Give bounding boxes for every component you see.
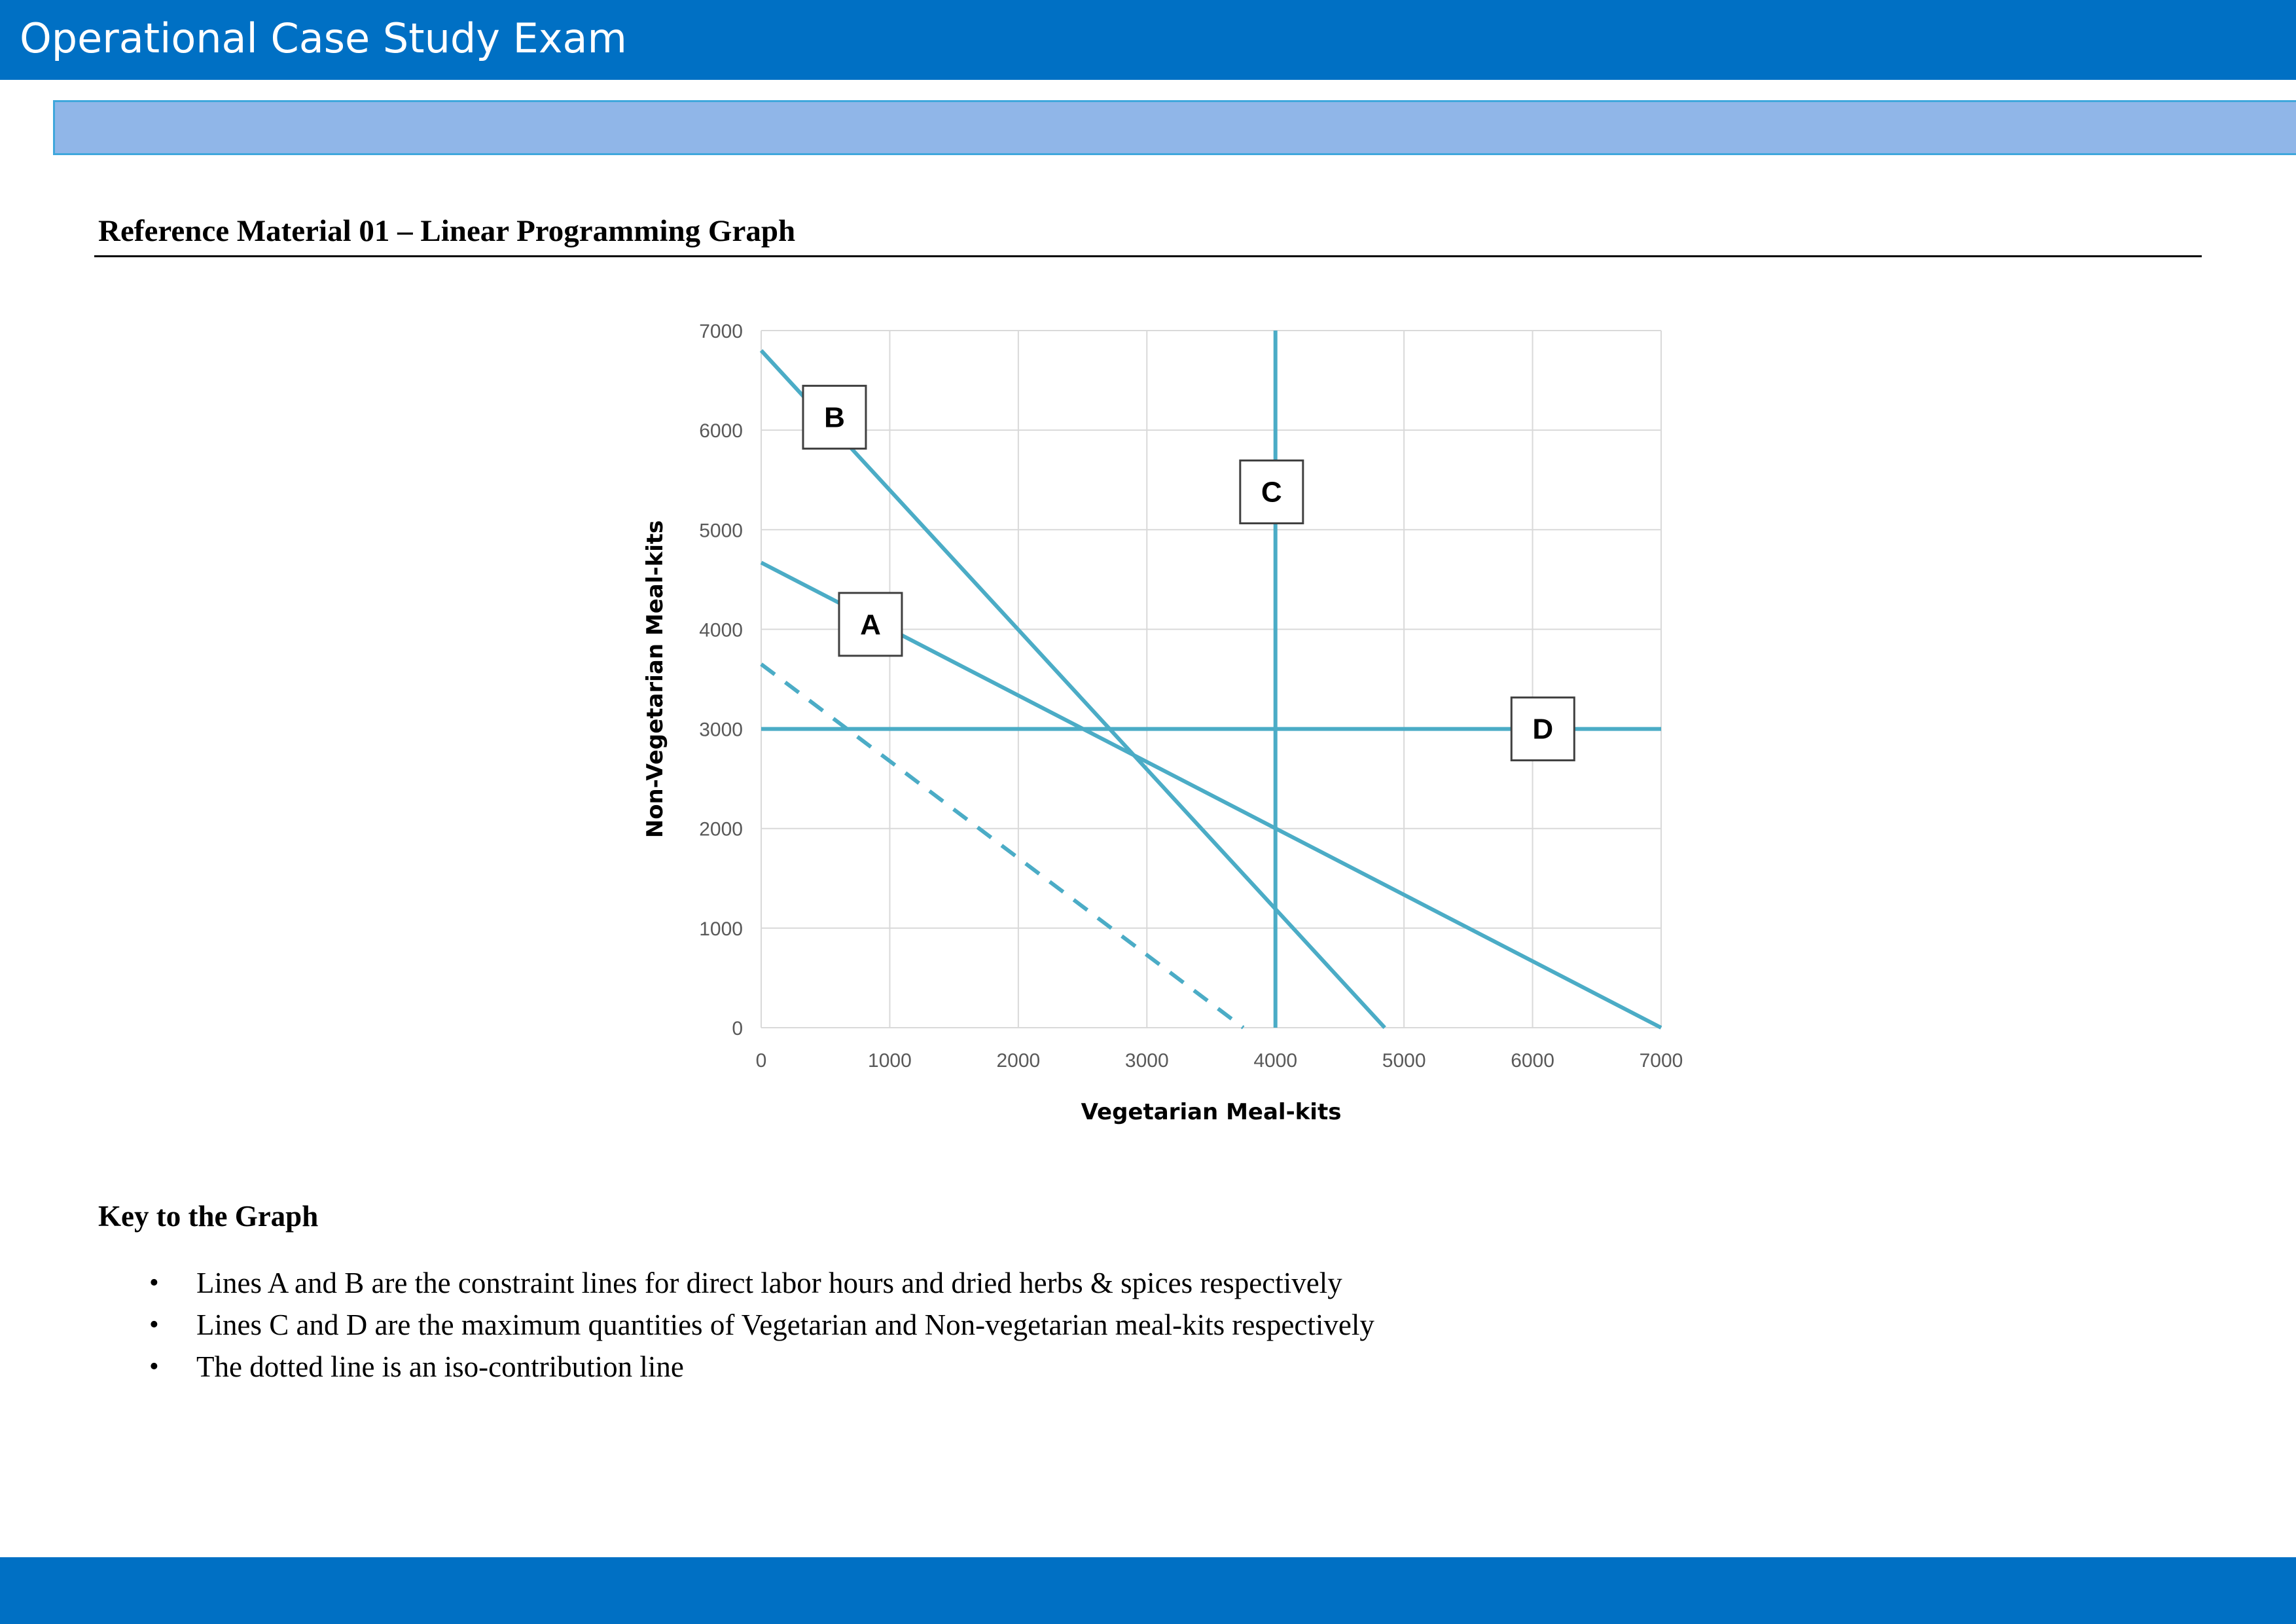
series-label: B bbox=[824, 401, 845, 433]
series-label-box bbox=[1239, 459, 1304, 524]
x-tick-label: 2000 bbox=[996, 1050, 1040, 1072]
y-tick-label: 1000 bbox=[699, 918, 743, 940]
y-tick-label: 5000 bbox=[699, 520, 743, 541]
y-tick-label: 3000 bbox=[699, 719, 743, 741]
key-item-text: The dotted line is an iso-contribution l… bbox=[196, 1350, 684, 1383]
y-tick-label: 4000 bbox=[699, 619, 743, 641]
y-tick-label: 0 bbox=[732, 1018, 743, 1039]
y-axis-label: Non-Vegetarian Meal-kits bbox=[642, 520, 668, 839]
series-line-b bbox=[759, 349, 1386, 1030]
linear-programming-chart: 0 1000 2000 3000 4000 5000 6000 7000 0 1000 2000 30… bbox=[628, 308, 1702, 1132]
x-tick-label: 4000 bbox=[1253, 1050, 1297, 1072]
section-heading: Reference Material 01 – Linear Programmi… bbox=[98, 214, 796, 248]
footer-banner bbox=[0, 1557, 2296, 1624]
key-list: • Lines A and B are the constraint lines … bbox=[98, 1262, 1374, 1388]
iso-contribution-line bbox=[760, 662, 1245, 1030]
series-label: C bbox=[1261, 476, 1282, 508]
key-item-text: Lines C and D are the maximum quantities… bbox=[196, 1308, 1374, 1341]
series-label: A bbox=[860, 609, 881, 641]
series-label-box bbox=[838, 592, 903, 657]
exam-title: Operational Case Study Exam bbox=[20, 14, 627, 62]
y-tick-label: 2000 bbox=[699, 819, 743, 840]
x-tick-label: 3000 bbox=[1125, 1050, 1169, 1072]
series-label: D bbox=[1532, 713, 1553, 746]
bullet-icon: • bbox=[149, 1352, 159, 1382]
key-item: • The dotted line is an iso-contribution … bbox=[98, 1346, 1374, 1388]
key-item-text: Lines A and B are the constraint lines f… bbox=[196, 1267, 1342, 1299]
heading-rule bbox=[94, 255, 2202, 257]
key-item: • Lines A and B are the constraint lines … bbox=[98, 1262, 1374, 1304]
y-tick-label: 6000 bbox=[699, 420, 743, 442]
key-item: • Lines C and D are the maximum quantitie… bbox=[98, 1304, 1374, 1346]
bullet-icon: • bbox=[149, 1268, 159, 1298]
series-label-box bbox=[802, 384, 867, 450]
x-tick-label: 7000 bbox=[1640, 1050, 1683, 1072]
series-line-a bbox=[760, 560, 1662, 1030]
series-label-box bbox=[1510, 696, 1575, 762]
x-tick-label: 5000 bbox=[1382, 1050, 1426, 1072]
x-tick-label: 1000 bbox=[868, 1050, 912, 1072]
header-banner: Operational Case Study Exam bbox=[0, 0, 2296, 80]
y-tick-label: 7000 bbox=[699, 321, 743, 342]
x-axis-label: Vegetarian Meal-kits bbox=[1081, 1099, 1342, 1125]
sub-banner bbox=[53, 100, 2296, 155]
x-tick-label: 0 bbox=[756, 1050, 767, 1072]
x-tick-label: 6000 bbox=[1511, 1050, 1554, 1072]
bullet-icon: • bbox=[149, 1310, 159, 1340]
key-heading: Key to the Graph bbox=[98, 1200, 319, 1233]
